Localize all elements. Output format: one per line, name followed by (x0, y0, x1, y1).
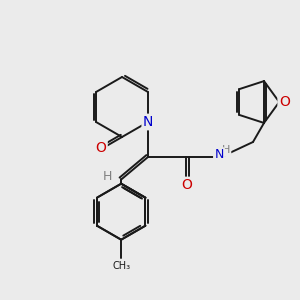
Text: O: O (95, 141, 106, 155)
Text: O: O (182, 178, 192, 192)
Text: H: H (222, 145, 230, 155)
Text: N: N (214, 148, 224, 161)
Text: O: O (279, 95, 289, 109)
Text: H: H (103, 170, 112, 183)
Text: N: N (143, 115, 153, 129)
Text: CH₃: CH₃ (112, 261, 130, 271)
